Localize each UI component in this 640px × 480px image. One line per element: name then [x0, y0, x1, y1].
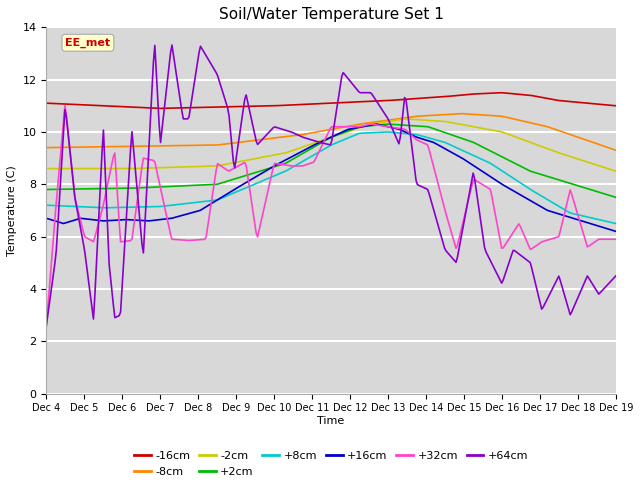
+32cm [612, 236, 620, 242]
Line: +8cm: +8cm [46, 132, 616, 224]
Title: Soil/Water Temperature Set 1: Soil/Water Temperature Set 1 [219, 7, 444, 22]
-8cm [228, 140, 236, 146]
+64cm [402, 97, 410, 103]
+64cm [458, 231, 465, 237]
+32cm [42, 323, 50, 328]
-2cm [612, 168, 620, 174]
+8cm [458, 147, 465, 153]
+2cm [458, 135, 465, 141]
Line: +32cm: +32cm [46, 106, 616, 325]
-16cm [458, 92, 465, 98]
+16cm [455, 154, 463, 159]
+8cm [383, 129, 391, 135]
-2cm [402, 116, 410, 122]
+2cm [612, 194, 620, 200]
+64cm [230, 158, 237, 164]
+16cm [111, 217, 118, 223]
Line: -8cm: -8cm [46, 114, 616, 150]
+32cm [230, 166, 237, 171]
-2cm [42, 166, 50, 171]
Line: +16cm: +16cm [46, 124, 616, 231]
-16cm [455, 93, 463, 98]
-8cm [454, 111, 461, 117]
+64cm [168, 42, 176, 48]
+64cm [455, 247, 463, 252]
Line: +2cm: +2cm [46, 124, 616, 197]
+16cm [268, 165, 276, 170]
+64cm [269, 125, 277, 131]
+8cm [402, 131, 410, 136]
+2cm [268, 165, 276, 170]
+8cm [612, 221, 620, 227]
-16cm [42, 100, 50, 106]
-16cm [402, 96, 410, 102]
+16cm [228, 188, 236, 194]
-16cm [230, 104, 237, 109]
-2cm [458, 121, 465, 127]
-8cm [268, 135, 276, 141]
+32cm [61, 103, 68, 108]
-8cm [401, 115, 408, 121]
+16cm [612, 228, 620, 234]
+32cm [269, 164, 277, 170]
-8cm [456, 111, 464, 117]
+8cm [455, 146, 463, 152]
-16cm [269, 103, 277, 108]
+8cm [42, 203, 50, 208]
-2cm [401, 116, 408, 122]
+32cm [113, 173, 120, 179]
+2cm [383, 121, 391, 127]
+16cm [42, 216, 50, 221]
+2cm [111, 186, 118, 192]
-8cm [612, 147, 620, 153]
-2cm [268, 153, 276, 158]
Legend: -16cm, -8cm, -2cm, +2cm, +8cm, +16cm, +32cm, +64cm: -16cm, -8cm, -2cm, +2cm, +8cm, +16cm, +3… [129, 447, 532, 480]
+64cm [111, 315, 118, 321]
-2cm [455, 121, 463, 127]
Line: +64cm: +64cm [46, 45, 616, 325]
+8cm [228, 191, 236, 197]
-16cm [157, 106, 164, 111]
-8cm [111, 144, 118, 149]
+2cm [228, 177, 236, 183]
+64cm [42, 323, 50, 328]
+64cm [612, 273, 620, 279]
+32cm [455, 237, 463, 242]
X-axis label: Time: Time [317, 416, 345, 426]
Text: EE_met: EE_met [65, 37, 111, 48]
Y-axis label: Temperature (C): Temperature (C) [7, 165, 17, 256]
+2cm [455, 134, 463, 140]
+2cm [42, 187, 50, 192]
-8cm [458, 111, 465, 117]
+16cm [402, 130, 410, 135]
-16cm [612, 103, 620, 108]
-2cm [111, 166, 118, 171]
Line: -16cm: -16cm [46, 93, 616, 108]
-2cm [228, 160, 236, 166]
-8cm [42, 145, 50, 151]
+32cm [402, 127, 410, 133]
Line: -2cm: -2cm [46, 119, 616, 171]
+2cm [402, 122, 410, 128]
-16cm [111, 103, 118, 109]
+16cm [372, 121, 380, 127]
+8cm [111, 204, 118, 210]
+16cm [458, 155, 465, 161]
+32cm [458, 225, 465, 230]
+8cm [268, 174, 276, 180]
-16cm [498, 90, 506, 96]
